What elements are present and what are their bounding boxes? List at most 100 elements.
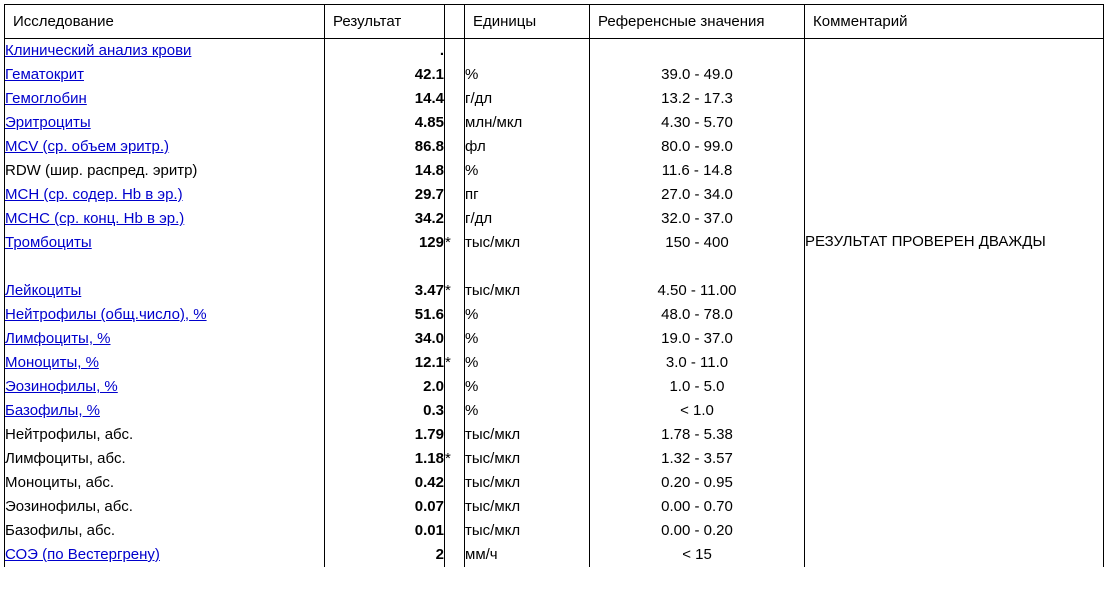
comment-cell-empty [805,39,1104,232]
result-cell: 0.07 [325,495,445,519]
reference-cell: 32.0 - 37.0 [590,207,805,231]
test-link[interactable]: Клинический анализ крови [5,42,191,59]
flag-cell [445,375,465,399]
flag-cell: * [445,279,465,303]
flag-cell [445,519,465,543]
test-name-cell: СОЭ (по Вестергрену) [5,543,325,567]
header-flag [445,5,465,39]
units-cell: тыс/мкл [465,423,590,447]
reference-cell: 1.78 - 5.38 [590,423,805,447]
test-link[interactable]: Эритроциты [5,114,91,131]
test-name-cell: RDW (шир. распред. эритр) [5,159,325,183]
test-name-cell: Базофилы, % [5,399,325,423]
units-cell: % [465,159,590,183]
result-cell: 14.8 [325,159,445,183]
test-name-cell: MCH (ср. содер. Hb в эр.) [5,183,325,207]
reference-cell: 39.0 - 49.0 [590,63,805,87]
test-link[interactable]: Тромбоциты [5,234,92,251]
result-cell: 0.3 [325,399,445,423]
units-cell [465,39,590,64]
result-cell: 0.01 [325,519,445,543]
units-cell: % [465,399,590,423]
units-cell: мм/ч [465,543,590,567]
flag-cell [445,471,465,495]
test-name: Базофилы, абс. [5,522,115,539]
units-cell: % [465,351,590,375]
test-name-cell: Нейтрофилы (общ.число), % [5,303,325,327]
test-link[interactable]: MCHC (ср. конц. Hb в эр.) [5,210,184,227]
header-research: Исследование [5,5,325,39]
reference-cell [590,39,805,64]
result-cell: 2 [325,543,445,567]
test-name-cell: Тромбоциты [5,231,325,255]
reference-cell: < 1.0 [590,399,805,423]
test-link[interactable]: Нейтрофилы (общ.число), % [5,306,207,323]
reference-cell: 27.0 - 34.0 [590,183,805,207]
result-cell: . [325,39,445,64]
test-name: Лимфоциты, абс. [5,450,126,467]
result-cell: 4.85 [325,111,445,135]
test-name-cell: Эозинофилы, абс. [5,495,325,519]
flag-cell [445,327,465,351]
reference-cell: 0.00 - 0.20 [590,519,805,543]
units-cell: тыс/мкл [465,471,590,495]
flag-cell [445,423,465,447]
test-link[interactable]: СОЭ (по Вестергрену) [5,546,160,563]
test-name: Эозинофилы, абс. [5,498,133,515]
test-name-cell [5,255,325,279]
test-link[interactable]: Моноциты, % [5,354,99,371]
reference-cell: 3.0 - 11.0 [590,351,805,375]
units-cell: пг [465,183,590,207]
result-cell: 34.0 [325,327,445,351]
flag-cell [445,63,465,87]
result-cell: 42.1 [325,63,445,87]
result-cell: 129 [325,231,445,255]
test-link[interactable]: Эозинофилы, % [5,378,118,395]
units-cell: тыс/мкл [465,447,590,471]
result-cell: 1.18 [325,447,445,471]
test-name: Нейтрофилы, абс. [5,426,133,443]
test-link[interactable]: Базофилы, % [5,402,100,419]
units-cell: тыс/мкл [465,231,590,255]
header-reference: Референсные значения [590,5,805,39]
test-link[interactable]: Гематокрит [5,66,84,83]
flag-cell [445,303,465,327]
reference-cell: < 15 [590,543,805,567]
reference-cell: 1.0 - 5.0 [590,375,805,399]
test-name-cell: Эозинофилы, % [5,375,325,399]
flag-cell [445,87,465,111]
test-link[interactable]: Лимфоциты, % [5,330,111,347]
flag-cell [445,543,465,567]
test-name-cell: Гематокрит [5,63,325,87]
reference-cell: 11.6 - 14.8 [590,159,805,183]
flag-cell [445,255,465,279]
reference-cell: 4.30 - 5.70 [590,111,805,135]
flag-cell [445,159,465,183]
result-cell [325,255,445,279]
reference-cell: 80.0 - 99.0 [590,135,805,159]
flag-cell [445,111,465,135]
result-cell: 12.1 [325,351,445,375]
lab-results-table: Исследование Результат Единицы Референсн… [4,4,1104,567]
reference-cell: 150 - 400 [590,231,805,255]
reference-cell: 0.20 - 0.95 [590,471,805,495]
test-name: Моноциты, абс. [5,474,114,491]
units-cell: % [465,303,590,327]
reference-cell: 4.50 - 11.00 [590,279,805,303]
test-link[interactable]: MCV (ср. объем эритр.) [5,138,169,155]
reference-cell: 0.00 - 0.70 [590,495,805,519]
test-name-cell: MCV (ср. объем эритр.) [5,135,325,159]
units-cell: тыс/мкл [465,495,590,519]
test-name-cell: Нейтрофилы, абс. [5,423,325,447]
units-cell: фл [465,135,590,159]
test-name-cell: Лимфоциты, абс. [5,447,325,471]
test-link[interactable]: Гемоглобин [5,90,87,107]
table-row: Клинический анализ крови. [5,39,1104,64]
table-row: Тромбоциты129*тыс/мкл150 - 400РЕЗУЛЬТАТ … [5,231,1104,255]
result-cell: 0.42 [325,471,445,495]
test-link[interactable]: MCH (ср. содер. Hb в эр.) [5,186,183,203]
comment-cell: РЕЗУЛЬТАТ ПРОВЕРЕН ДВАЖДЫ [805,231,1104,567]
flag-cell [445,207,465,231]
test-link[interactable]: Лейкоциты [5,282,81,299]
reference-cell [590,255,805,279]
